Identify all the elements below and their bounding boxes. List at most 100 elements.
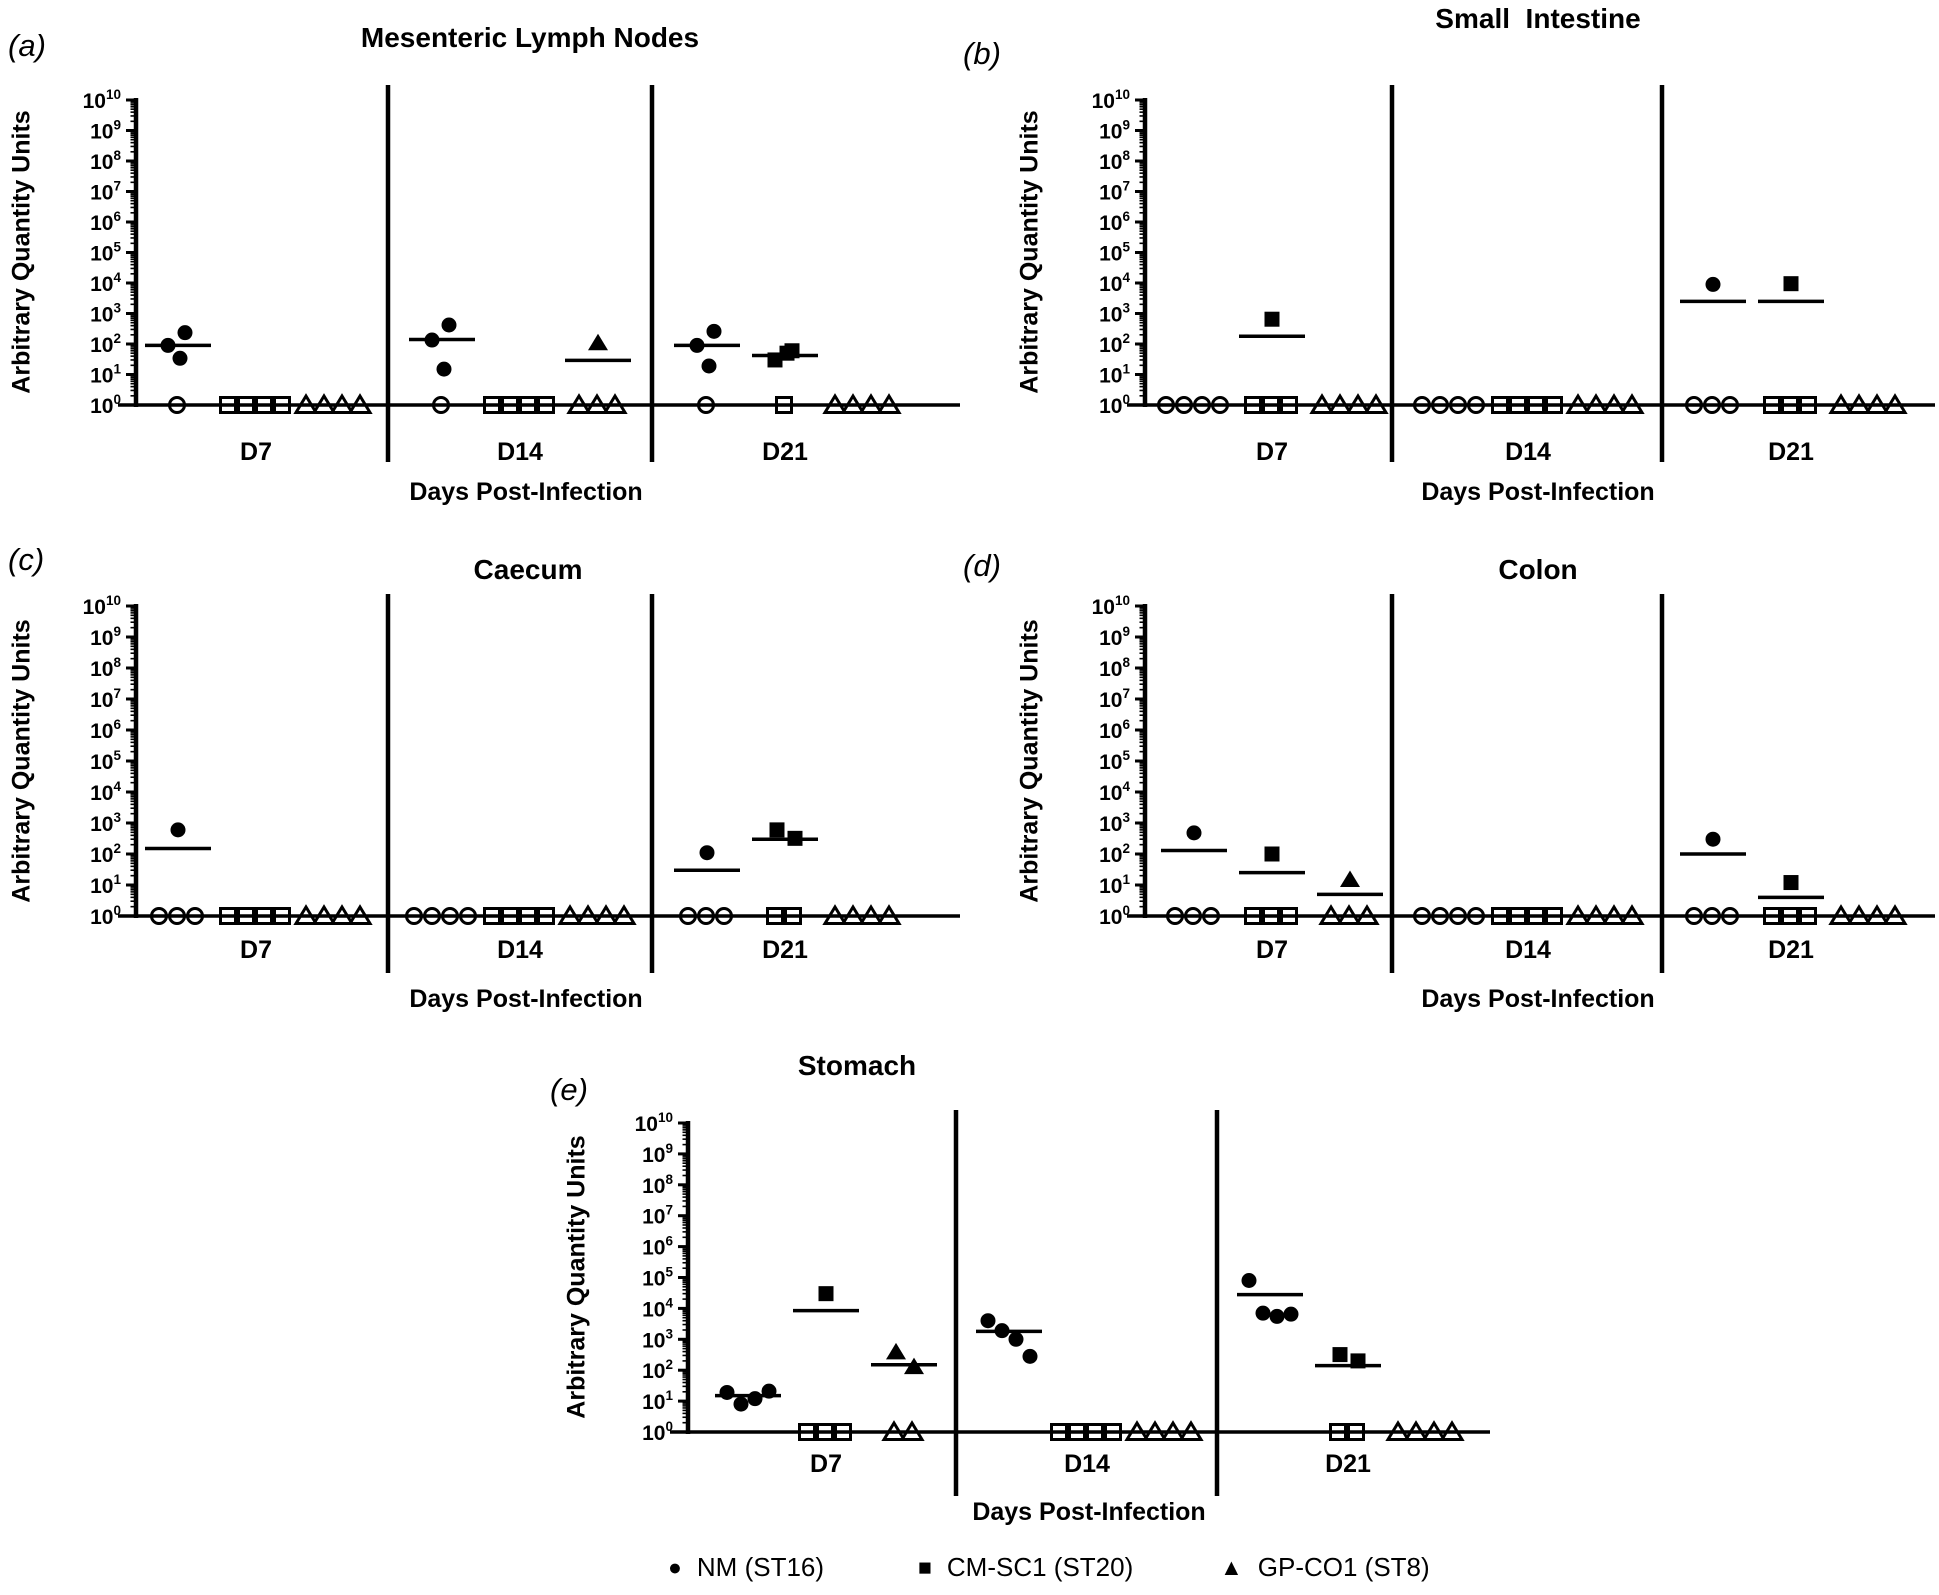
svg-text:103: 103	[90, 810, 121, 836]
svg-text:D14: D14	[1505, 438, 1551, 466]
svg-text:D7: D7	[1256, 936, 1288, 964]
filled-circle-icon: ●	[668, 1554, 682, 1580]
svg-text:104: 104	[90, 779, 121, 805]
svg-text:105: 105	[1099, 240, 1130, 266]
svg-text:102: 102	[1099, 841, 1130, 867]
x-axis-label-b: Days Post-Infection	[1421, 478, 1655, 506]
svg-text:100: 100	[1099, 903, 1130, 929]
svg-text:105: 105	[90, 748, 121, 774]
svg-text:100: 100	[642, 1419, 673, 1445]
y-axis-label-c: Arbitrary Quantity Units	[7, 619, 36, 903]
svg-text:101: 101	[90, 362, 121, 388]
panel-letter-e: (e)	[550, 1072, 588, 1107]
svg-text:108: 108	[90, 148, 121, 174]
svg-text:1010: 1010	[83, 593, 121, 619]
x-axis-label-c: Days Post-Infection	[409, 985, 643, 1013]
svg-text:D21: D21	[762, 936, 808, 964]
legend-item: ● NM (ST16)	[668, 1552, 824, 1583]
filled-triangle-icon: ▲	[1220, 1554, 1243, 1580]
svg-text:D21: D21	[1768, 438, 1814, 466]
panel-title-d: Colon	[1498, 554, 1578, 585]
svg-text:D21: D21	[762, 438, 808, 466]
legend-label: NM (ST16)	[696, 1552, 825, 1582]
svg-text:100: 100	[90, 392, 121, 418]
legend-item: ■ CM-SC1 (ST20)	[918, 1552, 1133, 1583]
legend-item: ▲ GP-CO1 (ST8)	[1220, 1552, 1430, 1583]
y-axis-label-d: Arbitrary Quantity Units	[1015, 619, 1044, 903]
svg-text:108: 108	[1099, 655, 1130, 681]
legend-label: CM-SC1 (ST20)	[946, 1552, 1134, 1582]
panel-letter-a: (a)	[8, 28, 46, 63]
svg-text:107: 107	[1099, 686, 1130, 712]
svg-text:1010: 1010	[83, 87, 121, 113]
svg-text:108: 108	[642, 1172, 673, 1198]
panel-title-e: Stomach	[797, 1050, 917, 1081]
svg-text:107: 107	[90, 179, 121, 205]
svg-text:101: 101	[642, 1388, 673, 1414]
svg-text:D14: D14	[497, 438, 543, 466]
svg-text:107: 107	[90, 686, 121, 712]
svg-text:106: 106	[90, 209, 121, 235]
svg-text:102: 102	[642, 1357, 673, 1383]
svg-text:100: 100	[1099, 392, 1130, 418]
svg-text:104: 104	[1099, 779, 1130, 805]
svg-text:106: 106	[1099, 717, 1130, 743]
svg-text:101: 101	[1099, 362, 1130, 388]
svg-text:D21: D21	[1768, 936, 1814, 964]
svg-text:107: 107	[1099, 179, 1130, 205]
filled-square-icon: ■	[918, 1554, 932, 1580]
y-axis-label-e: Arbitrary Quantity Units	[562, 1135, 591, 1419]
svg-text:D14: D14	[1064, 1450, 1110, 1478]
svg-text:105: 105	[642, 1265, 673, 1291]
svg-text:103: 103	[90, 301, 121, 327]
svg-text:105: 105	[1099, 748, 1130, 774]
svg-text:103: 103	[1099, 810, 1130, 836]
panel-title-b: Small Intestine	[1435, 3, 1641, 34]
svg-text:109: 109	[90, 624, 121, 650]
svg-text:D7: D7	[810, 1450, 842, 1478]
svg-text:104: 104	[642, 1295, 673, 1321]
panel-letter-b: (b)	[963, 36, 1001, 71]
x-axis-label-a: Days Post-Infection	[409, 478, 643, 506]
svg-text:108: 108	[90, 655, 121, 681]
y-axis-label-a: Arbitrary Quantity Units	[7, 110, 36, 394]
svg-text:1010: 1010	[1092, 593, 1130, 619]
svg-text:106: 106	[1099, 209, 1130, 235]
svg-text:D7: D7	[240, 936, 272, 964]
svg-text:D7: D7	[1256, 438, 1288, 466]
svg-text:D7: D7	[240, 438, 272, 466]
svg-text:D21: D21	[1325, 1450, 1371, 1478]
svg-text:105: 105	[90, 240, 121, 266]
svg-text:D14: D14	[1505, 936, 1551, 964]
svg-text:104: 104	[1099, 270, 1130, 296]
svg-text:1010: 1010	[1092, 87, 1130, 113]
svg-text:107: 107	[642, 1203, 673, 1229]
svg-text:100: 100	[90, 903, 121, 929]
svg-text:109: 109	[90, 118, 121, 144]
x-axis-label-e: Days Post-Infection	[972, 1498, 1206, 1526]
svg-text:102: 102	[90, 331, 121, 357]
x-axis-label-d: Days Post-Infection	[1421, 985, 1655, 1013]
svg-text:108: 108	[1099, 148, 1130, 174]
y-axis-label-b: Arbitrary Quantity Units	[1015, 110, 1044, 394]
svg-text:106: 106	[642, 1234, 673, 1260]
svg-text:1010: 1010	[635, 1110, 673, 1136]
svg-text:101: 101	[90, 872, 121, 898]
svg-text:D14: D14	[497, 936, 543, 964]
panel-letter-c: (c)	[8, 542, 45, 577]
legend-label: GP-CO1 (ST8)	[1257, 1552, 1430, 1582]
svg-text:103: 103	[642, 1326, 673, 1352]
panel-title-c: Caecum	[473, 554, 583, 585]
panel-title-a: Mesenteric Lymph Nodes	[360, 22, 700, 53]
svg-text:109: 109	[1099, 118, 1130, 144]
svg-text:104: 104	[90, 270, 121, 296]
svg-text:109: 109	[1099, 624, 1130, 650]
svg-text:106: 106	[90, 717, 121, 743]
svg-text:109: 109	[642, 1141, 673, 1167]
svg-text:103: 103	[1099, 301, 1130, 327]
panel-letter-d: (d)	[963, 548, 1001, 583]
svg-text:102: 102	[90, 841, 121, 867]
svg-text:101: 101	[1099, 872, 1130, 898]
